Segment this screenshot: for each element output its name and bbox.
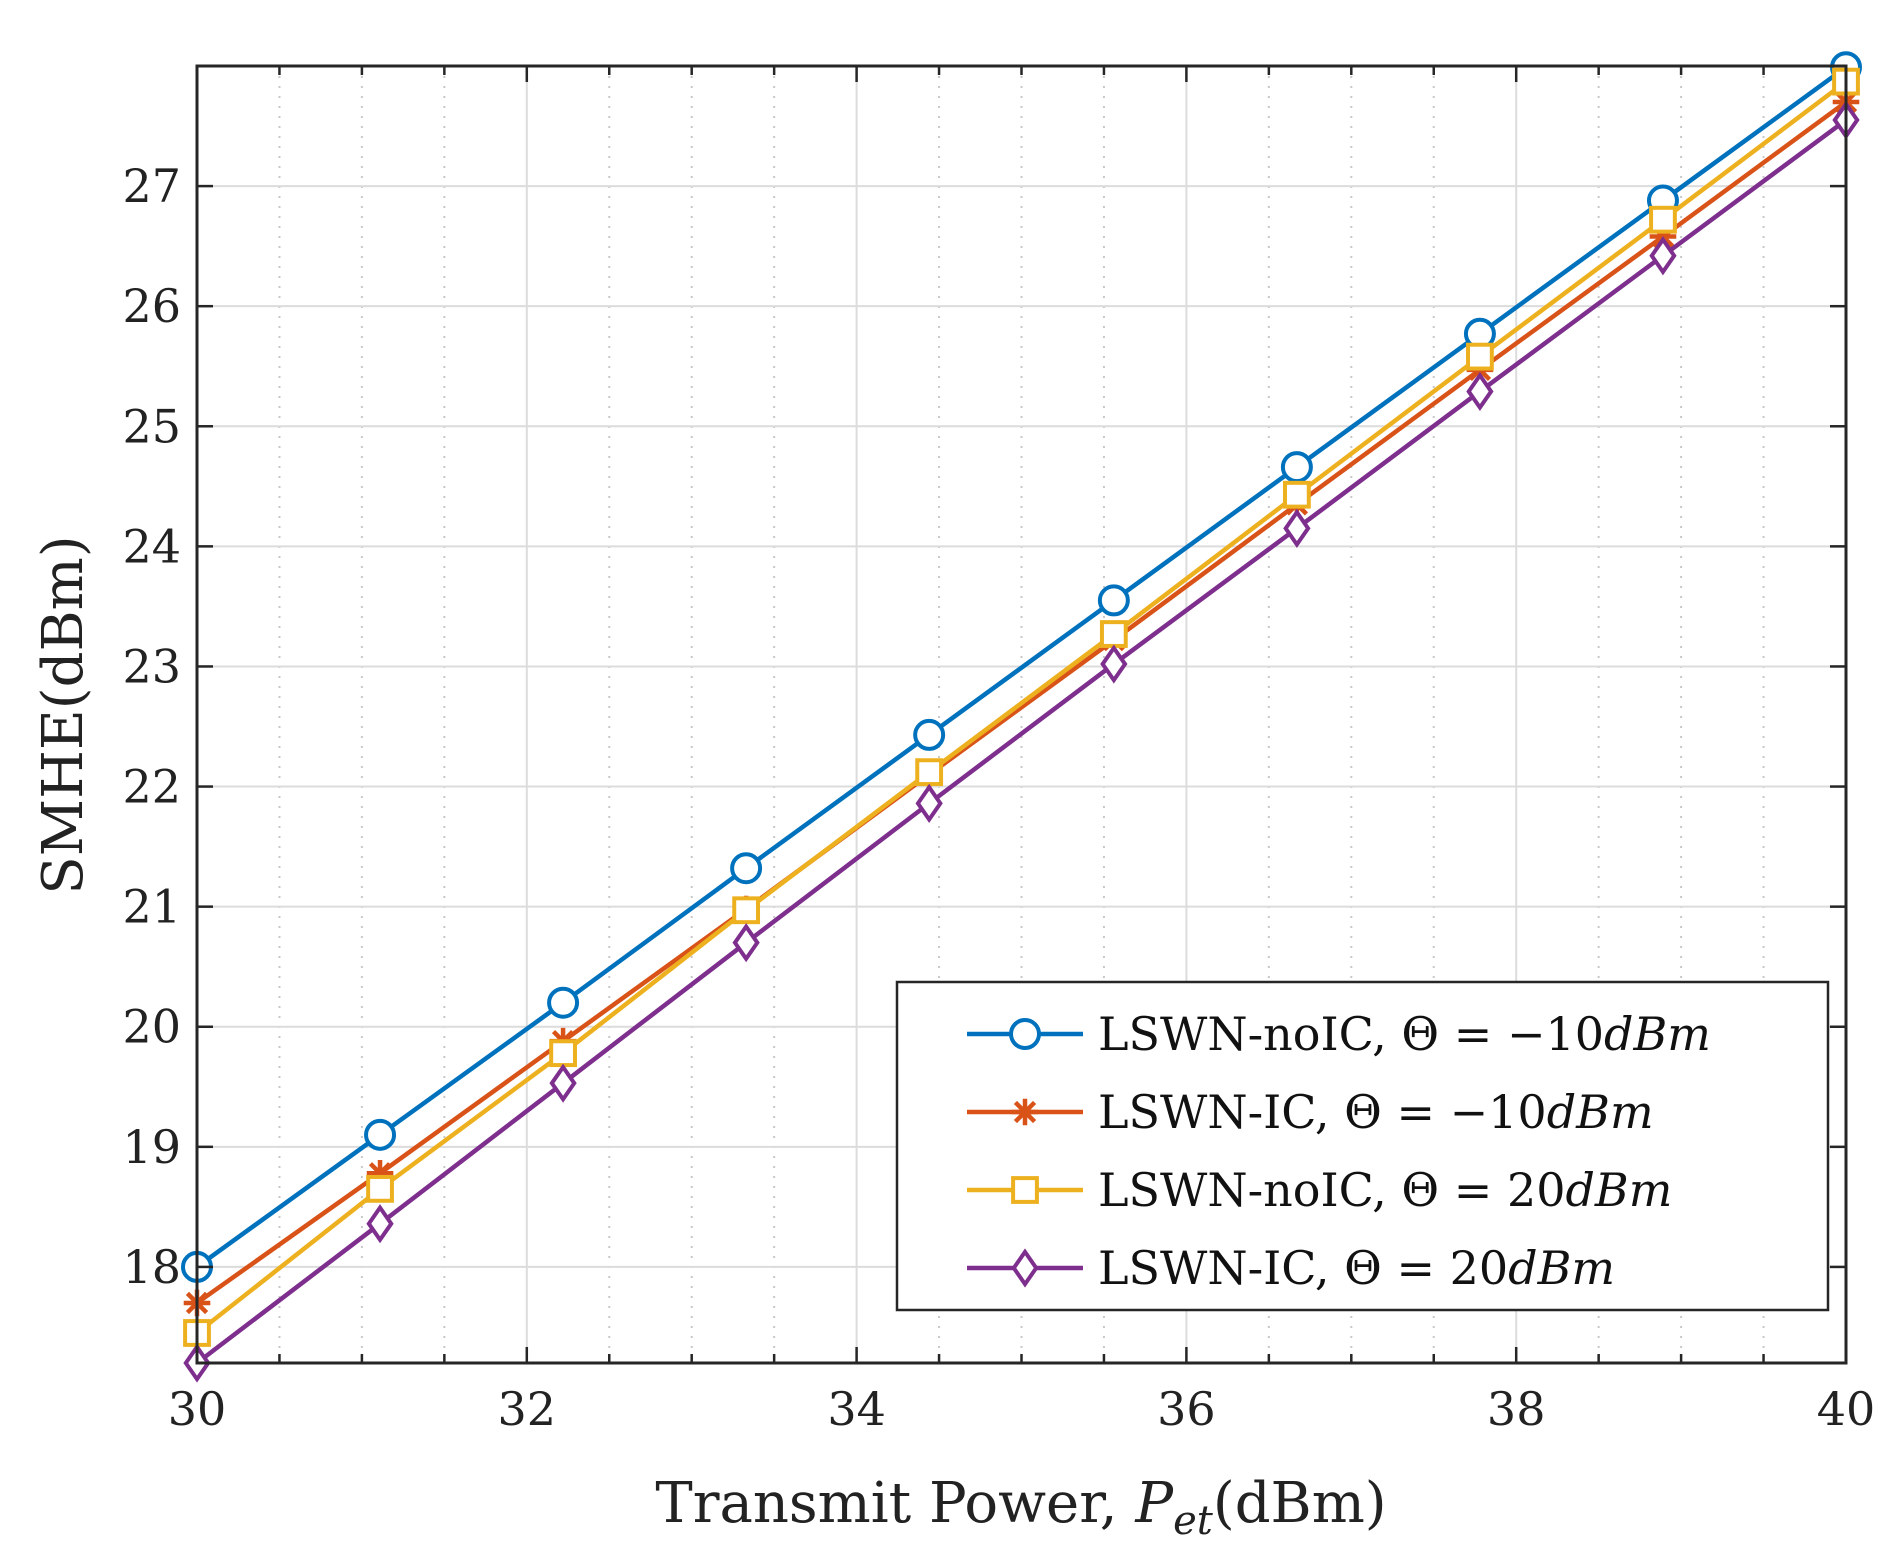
series-line xyxy=(195,100,1848,1305)
x-axis-title: Transmit Power, Pet(dBm) xyxy=(655,1471,1386,1544)
marker-square xyxy=(549,1039,577,1068)
legend-entries: LSWN-noIC, Θ = −10dBm LSWN-IC, Θ = −10dBm… xyxy=(967,1007,1711,1295)
marker-square xyxy=(1099,620,1128,648)
series-line xyxy=(195,65,1848,1269)
legend-label: LSWN-IC, Θ = −10dBm xyxy=(1098,1085,1654,1139)
marker-square xyxy=(366,1174,394,1203)
marker-diamond xyxy=(1100,644,1128,684)
y-tick-label: 25 xyxy=(122,399,181,453)
x-tick-label: 32 xyxy=(498,1382,557,1436)
marker-diamond xyxy=(1283,508,1311,548)
x-tick-label: 40 xyxy=(1817,1382,1876,1436)
marker-square xyxy=(1282,480,1311,509)
series-layer xyxy=(181,51,1862,1383)
marker-circle xyxy=(730,852,763,885)
marker-square xyxy=(1649,205,1677,234)
marker-asterisk xyxy=(1011,1098,1039,1126)
series-line xyxy=(195,79,1848,1335)
marker-circle xyxy=(913,718,946,751)
marker-circle xyxy=(547,986,580,1019)
x-tick-label: 36 xyxy=(1157,1382,1216,1436)
marker-circle xyxy=(1009,1018,1041,1050)
marker-diamond xyxy=(366,1204,394,1244)
legend-box xyxy=(895,980,1830,1312)
marker-diamond xyxy=(1466,371,1494,412)
y-tick-label: 22 xyxy=(122,760,181,814)
y-tick-label: 19 xyxy=(122,1120,181,1174)
marker-asterisk xyxy=(366,1159,394,1187)
x-tick-label: 34 xyxy=(827,1382,886,1436)
y-axis-title: SMHE(dBm) xyxy=(31,535,96,894)
legend: LSWN-noIC, Θ = −10dBm LSWN-IC, Θ = −10dBm… xyxy=(895,980,1830,1312)
legend-entry-2: LSWN-IC, Θ = −10dBm xyxy=(967,1085,1654,1139)
axes xyxy=(195,64,1848,1365)
y-tick-label: 26 xyxy=(122,279,181,333)
series-1 xyxy=(181,51,1862,1283)
legend-label: LSWN-noIC, Θ = −10dBm xyxy=(1098,1007,1711,1061)
marker-square xyxy=(1466,342,1494,371)
legend-entry-3: LSWN-noIC, Θ = 20dBm xyxy=(967,1163,1672,1217)
marker-square xyxy=(1011,1176,1039,1204)
marker-circle xyxy=(1097,584,1130,617)
marker-circle xyxy=(364,1118,397,1151)
y-tick-label: 18 xyxy=(122,1240,181,1294)
marker-diamond xyxy=(1011,1248,1039,1288)
marker-square xyxy=(732,896,761,925)
marker-diamond xyxy=(915,783,943,823)
x-tick-label: 38 xyxy=(1487,1382,1546,1436)
marker-diamond xyxy=(732,923,760,963)
marker-diamond xyxy=(549,1063,577,1103)
y-tick-label: 27 xyxy=(122,159,181,213)
y-tick-label: 24 xyxy=(122,519,181,573)
y-tick-label: 21 xyxy=(122,880,181,934)
marker-diamond xyxy=(1649,236,1677,276)
marker-circle xyxy=(1280,451,1313,484)
legend-entry-4: LSWN-IC, Θ = 20dBm xyxy=(967,1241,1615,1295)
tick-labels: 30 32 34 36 38 40 18 19 20 21 22 23 24 25 26 27 xyxy=(122,159,1875,1436)
y-tick-label: 23 xyxy=(122,639,181,693)
legend-label: LSWN-noIC, Θ = 20dBm xyxy=(1098,1163,1672,1217)
x-tick-label: 30 xyxy=(168,1382,227,1436)
y-tick-label: 20 xyxy=(122,1000,181,1054)
marker-square xyxy=(915,758,944,787)
legend-entry-1: LSWN-noIC, Θ = −10dBm xyxy=(967,1007,1711,1061)
legend-label: LSWN-IC, Θ = 20dBm xyxy=(1098,1241,1615,1295)
series-line xyxy=(195,118,1848,1365)
